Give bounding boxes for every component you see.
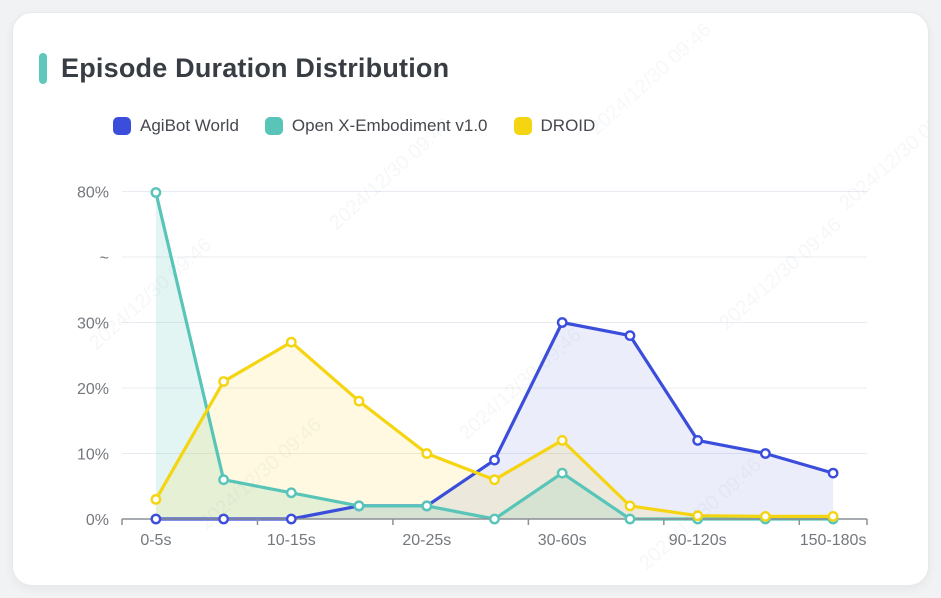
y-axis-label: ~ [100,250,109,267]
data-point-agibot-world[interactable] [285,513,297,525]
data-point-agibot-world[interactable] [692,434,704,446]
x-axis-label: 20-25s [402,532,451,549]
y-axis-label: 0% [86,512,109,529]
data-point-agibot-world[interactable] [760,448,771,459]
y-axis-label: 20% [77,381,109,398]
y-axis-label: 10% [77,447,109,464]
episode-duration-chart: 0-5s 10-15s 20-25s 30-60s 90-120s 150-180s 0% 1… [77,185,868,549]
data-point-droid[interactable] [489,474,500,486]
data-point-droid[interactable] [218,376,230,387]
data-point-open-x-embodiment-v1-0[interactable] [353,500,365,512]
x-axis-label: 0-5s [140,532,171,549]
data-point-open-x-embodiment-v1-0[interactable] [150,187,162,198]
data-point-open-x-embodiment-v1-0[interactable] [218,474,230,486]
series-area-agibot-world [155,322,834,519]
y-axis-label: 30% [77,316,109,333]
y-axis-label: 80% [77,185,109,202]
data-point-agibot-world[interactable] [150,513,162,525]
data-point-agibot-world[interactable] [827,467,839,479]
legend-swatch-agibot-world [113,117,131,135]
data-point-agibot-world[interactable] [556,317,568,328]
page-title: Episode Duration Distribution [61,53,450,83]
series-area-open-x-embodiment-v1-0 [155,192,834,519]
chart-header: Episode Duration Distribution [39,53,449,84]
legend-swatch-droid [513,117,532,135]
data-point-agibot-world[interactable] [218,513,230,525]
chart-card: Episode Duration Distribution AgiBot Wor… [12,12,929,586]
data-point-droid[interactable] [285,336,297,348]
data-point-droid[interactable] [760,510,771,522]
x-axis-label: 30-60s [538,532,587,549]
data-point-open-x-embodiment-v1-0[interactable] [556,467,568,479]
legend-item-droid[interactable]: DROID [513,116,596,136]
data-point-droid[interactable] [421,448,433,459]
x-axis-label: 10-15s [267,532,316,549]
data-point-agibot-world[interactable] [624,330,636,341]
legend-swatch-open-x-embodiment-v1-0 [264,117,283,135]
data-point-droid[interactable] [624,500,636,512]
title-accent-bar [39,53,47,84]
legend-item-open-x-embodiment-v1-0[interactable]: Open X-Embodiment v1.0 [264,116,488,136]
data-point-droid[interactable] [827,510,839,522]
data-point-droid[interactable] [150,493,162,505]
legend-label: AgiBot World [140,116,239,135]
data-point-droid[interactable] [353,395,365,407]
data-point-open-x-embodiment-v1-0[interactable] [285,487,297,499]
data-point-droid[interactable] [692,510,704,522]
data-point-open-x-embodiment-v1-0[interactable] [489,513,500,525]
data-point-open-x-embodiment-v1-0[interactable] [421,500,433,512]
legend-item-agibot-world[interactable]: AgiBot World [113,116,239,136]
legend-label: DROID [540,116,596,135]
x-axis-label: 150-180s [800,532,867,549]
series-area-droid [155,342,834,519]
data-point-droid[interactable] [556,434,568,446]
legend-label: Open X-Embodiment v1.0 [291,116,488,135]
x-axis-label: 90-120s [669,532,727,549]
chart-legend: AgiBot World Open X-Embodiment v1.0 DROID [113,116,595,136]
data-point-agibot-world[interactable] [489,454,500,466]
data-point-open-x-embodiment-v1-0[interactable] [624,513,636,525]
